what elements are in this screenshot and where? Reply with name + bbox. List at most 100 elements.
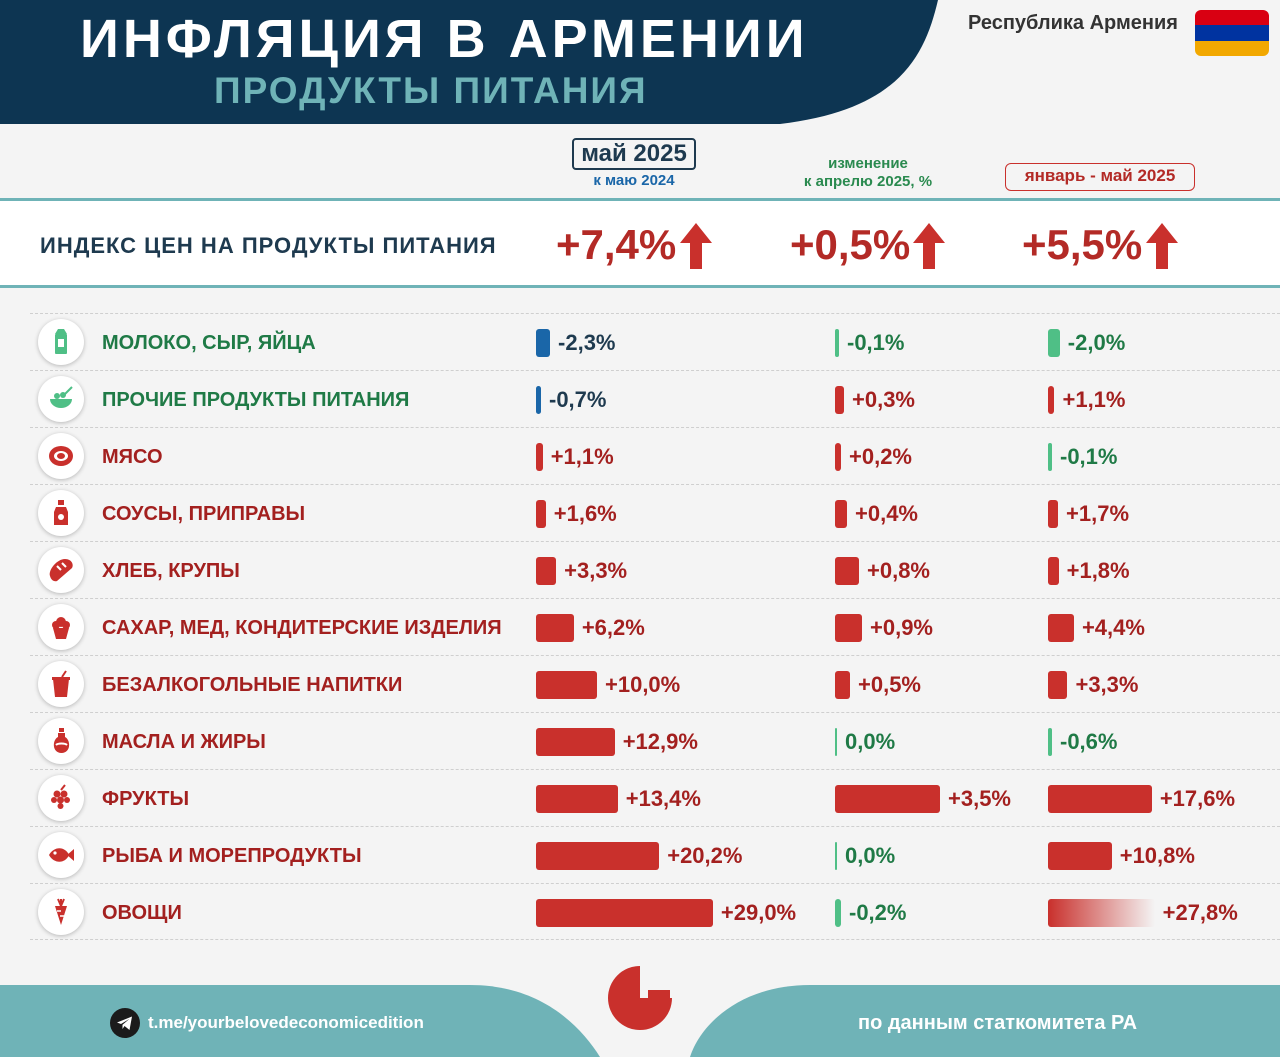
carrot-icon bbox=[38, 889, 84, 935]
bar-may-yoy bbox=[536, 842, 660, 870]
value-label: -0,1% bbox=[1060, 444, 1118, 469]
value-label: -2,0% bbox=[1067, 330, 1126, 355]
value-label: +10,8% bbox=[1119, 843, 1195, 868]
value-label: -0,7% bbox=[549, 387, 607, 412]
bar-jan-may bbox=[1048, 443, 1052, 471]
value-label: +1,8% bbox=[1066, 558, 1130, 583]
header-banner bbox=[0, 0, 938, 124]
source-note: по данным статкомитета РА bbox=[858, 1012, 1138, 1034]
flag-stripe-red bbox=[1195, 10, 1269, 26]
bar-jan-may bbox=[1048, 899, 1155, 927]
table-row: РЫБА И МОРЕПРОДУКТЫ +20,2% 0,0% +10,8% bbox=[30, 826, 1280, 883]
logo-icon bbox=[608, 966, 672, 1030]
value-label: +29,0% bbox=[720, 900, 797, 925]
value-label: +0,3% bbox=[852, 387, 915, 412]
telegram-link[interactable]: t.me/yourbelovedeconomicedition bbox=[148, 1013, 424, 1032]
bowl-icon bbox=[38, 376, 84, 422]
milk-icon bbox=[38, 319, 84, 365]
value-label: +6,2% bbox=[581, 615, 645, 640]
column-header-april-line2: к апрелю 2025, % bbox=[803, 173, 933, 190]
bar-jan-may bbox=[1048, 557, 1059, 585]
bar-april-mom bbox=[835, 386, 844, 414]
table-row: МЯСО +1,1% +0,2% -0,1% bbox=[30, 427, 1280, 484]
value-label: +20,2% bbox=[667, 843, 743, 868]
bar-april-mom bbox=[835, 329, 839, 357]
table-row: САХАР, МЕД, КОНДИТЕРСКИЕ ИЗДЕЛИЯ +6,2% +0,… bbox=[30, 598, 1280, 655]
index-value-jan-may: +5,5% bbox=[1022, 221, 1143, 268]
column-subheader-may-2024: к маю 2024 bbox=[593, 172, 675, 189]
bar-may-yoy bbox=[536, 386, 541, 414]
sauce-bottle-icon bbox=[38, 490, 84, 536]
armenia-flag-icon bbox=[1195, 10, 1269, 56]
table-row: ХЛЕБ, КРУПЫ +3,3% +0,8% +1,8% bbox=[30, 541, 1280, 598]
bar-may-yoy bbox=[536, 500, 546, 528]
value-label: +3,3% bbox=[564, 558, 628, 583]
value-label: +17,6% bbox=[1159, 786, 1236, 811]
bar-april-mom bbox=[835, 614, 862, 642]
category-label: ХЛЕБ, КРУПЫ bbox=[102, 560, 240, 582]
bar-jan-may bbox=[1048, 500, 1059, 528]
value-label: -2,3% bbox=[558, 330, 616, 355]
value-label: 0,0% bbox=[845, 843, 896, 868]
value-label: +13,4% bbox=[625, 786, 701, 811]
column-header-jan-may-2025: январь - май 2025 bbox=[1005, 163, 1195, 191]
table-row: ФРУКТЫ +13,4% +3,5% +17,6% bbox=[30, 769, 1280, 826]
value-label: +3,5% bbox=[948, 786, 1011, 811]
bar-may-yoy bbox=[536, 443, 543, 471]
up-arrow-icon bbox=[913, 223, 945, 269]
footer-banner bbox=[0, 985, 1280, 1057]
value-label: +0,5% bbox=[858, 672, 921, 697]
value-label: +10,0% bbox=[605, 672, 681, 697]
bar-april-mom bbox=[835, 728, 837, 756]
up-arrow-icon bbox=[1146, 223, 1178, 269]
index-value-may: +7,4% bbox=[556, 221, 677, 268]
value-label: +0,8% bbox=[867, 558, 930, 583]
page-title: ИНФЛЯЦИЯ В АРМЕНИИ bbox=[80, 9, 809, 69]
page-subtitle: ПРОДУКТЫ ПИТАНИЯ bbox=[214, 70, 648, 111]
drink-cup-icon bbox=[38, 661, 84, 707]
category-label: ФРУКТЫ bbox=[102, 788, 190, 810]
index-label: ИНДЕКС ЦЕН НА ПРОДУКТЫ ПИТАНИЯ bbox=[40, 233, 497, 258]
value-label: +0,4% bbox=[855, 501, 918, 526]
fish-icon bbox=[38, 832, 84, 878]
index-value-april: +0,5% bbox=[790, 221, 911, 268]
value-label: +12,9% bbox=[622, 729, 698, 754]
table-row: БЕЗАЛКОГОЛЬНЫЕ НАПИТКИ +10,0% +0,5% +3,3% bbox=[30, 655, 1280, 712]
category-label: ПРОЧИЕ ПРОДУКТЫ ПИТАНИЯ bbox=[102, 389, 410, 411]
value-label: -0,2% bbox=[849, 900, 907, 925]
bar-april-mom bbox=[835, 557, 859, 585]
bar-april-mom bbox=[835, 500, 847, 528]
bar-april-mom bbox=[835, 899, 841, 927]
flag-stripe-blue bbox=[1195, 25, 1269, 41]
value-label: +1,1% bbox=[1062, 387, 1126, 412]
value-label: +3,3% bbox=[1075, 672, 1139, 697]
bar-may-yoy bbox=[536, 557, 557, 585]
bar-jan-may bbox=[1048, 386, 1055, 414]
flag-stripe-orange bbox=[1195, 40, 1269, 56]
value-label: -0,6% bbox=[1060, 729, 1118, 754]
bar-jan-may bbox=[1048, 785, 1152, 813]
bar-april-mom bbox=[835, 443, 841, 471]
bar-may-yoy bbox=[536, 671, 597, 699]
up-arrow-icon bbox=[680, 223, 712, 269]
bar-april-mom bbox=[835, 785, 940, 813]
table-row: ОВОЩИ +29,0% -0,2% +27,8% bbox=[30, 883, 1280, 940]
column-header-may-2025: май 2025 bbox=[572, 138, 696, 170]
category-label: РЫБА И МОРЕПРОДУКТЫ bbox=[102, 845, 362, 867]
category-label: МОЛОКО, СЫР, ЯЙЦА bbox=[102, 332, 316, 354]
table-row: ПРОЧИЕ ПРОДУКТЫ ПИТАНИЯ -0,7% +0,3% +1,1% bbox=[30, 370, 1280, 427]
category-label: БЕЗАЛКОГОЛЬНЫЕ НАПИТКИ bbox=[102, 674, 403, 696]
value-label: +4,4% bbox=[1081, 615, 1145, 640]
table-row: МАСЛА И ЖИРЫ +12,9% 0,0% -0,6% bbox=[30, 712, 1280, 769]
value-label: +1,6% bbox=[553, 501, 617, 526]
grapes-icon bbox=[38, 775, 84, 821]
food-price-index-band: ИНДЕКС ЦЕН НА ПРОДУКТЫ ПИТАНИЯ +7,4% +0,… bbox=[0, 198, 1280, 288]
table-row: МОЛОКО, СЫР, ЯЙЦА -2,3% -0,1% -2,0% bbox=[30, 313, 1280, 370]
telegram-icon bbox=[110, 1008, 140, 1038]
category-label: СОУСЫ, ПРИПРАВЫ bbox=[102, 503, 306, 525]
bread-icon bbox=[38, 547, 84, 593]
column-header-april-change: изменение к апрелю 2025, % bbox=[768, 155, 968, 191]
column-header-april-line1: изменение bbox=[828, 155, 908, 172]
bar-may-yoy bbox=[536, 614, 574, 642]
value-label: +0,2% bbox=[849, 444, 912, 469]
